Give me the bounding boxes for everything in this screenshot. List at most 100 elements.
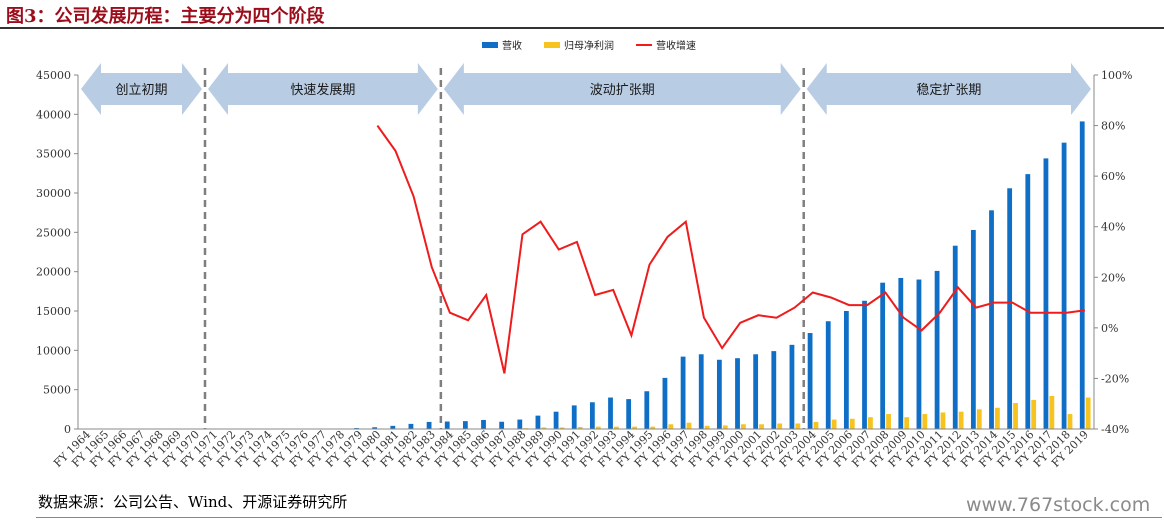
revenue-bar xyxy=(444,421,450,429)
legend: 营收 归母净利润 营收增速 xyxy=(482,39,696,52)
axes-group: 0 5000 10000 15000 20000 25000 30000 35000 40000… xyxy=(36,69,1132,470)
right-tick-label: 100% xyxy=(1101,69,1132,82)
net-profit-bar xyxy=(813,421,819,429)
legend-swatch xyxy=(544,42,560,48)
net-profit-bar xyxy=(976,409,982,429)
net-profit-bar xyxy=(904,417,910,429)
right-tick-label: 80% xyxy=(1101,120,1125,133)
revenue-bar xyxy=(644,391,650,429)
net-profit-bar xyxy=(759,424,764,429)
legend-label: 营收 xyxy=(502,39,522,52)
net-profit-bar xyxy=(614,426,619,429)
phase-arrow xyxy=(81,63,202,115)
revenue-bar xyxy=(789,344,795,429)
net-profit-bar xyxy=(559,427,565,429)
net-profit-bar xyxy=(650,426,656,429)
net-profit-bar xyxy=(541,427,547,429)
revenue-bar xyxy=(499,421,505,429)
revenue-bar xyxy=(462,421,468,429)
phase-arrow xyxy=(806,63,1091,115)
phase-arrow xyxy=(208,63,438,115)
net-profit-bar xyxy=(686,422,692,429)
net-profit-bar xyxy=(1031,399,1037,429)
net-profit-bar xyxy=(704,425,710,429)
revenue-bar xyxy=(934,270,940,429)
revenue-bar xyxy=(916,279,922,429)
revenue-bar xyxy=(970,229,976,429)
left-tick-label: 20000 xyxy=(36,266,71,279)
right-tick-label: 20% xyxy=(1101,271,1125,284)
net-profit-bar xyxy=(1085,397,1091,429)
right-tick-label: 0% xyxy=(1101,322,1118,335)
revenue-bar xyxy=(426,421,432,429)
revenue-bar xyxy=(1079,121,1085,429)
legend-label: 归母净利润 xyxy=(564,39,614,52)
phase-label: 稳定扩张期 xyxy=(916,82,981,98)
revenue-bar xyxy=(553,411,559,429)
net-profit-bar xyxy=(722,425,728,429)
revenue-bar xyxy=(989,210,994,429)
net-profit-bar xyxy=(595,426,601,429)
phase-label: 创立初期 xyxy=(115,83,167,98)
revenue-bar xyxy=(1025,174,1031,429)
revenue-bar xyxy=(807,333,813,429)
revenue-bar xyxy=(1043,158,1049,430)
revenue-chart: 创立初期 快速发展期 波动扩张期 稳定扩张期 0 5000 10000 15000 20000… xyxy=(36,39,1132,470)
revenue-bar xyxy=(880,282,886,429)
revenue-bar xyxy=(716,359,722,429)
revenue-bar xyxy=(1007,188,1013,429)
phase-label: 快速发展期 xyxy=(290,82,355,98)
phase-label: 波动扩张期 xyxy=(590,83,655,98)
left-tick-label: 0 xyxy=(64,423,71,436)
phase-arrow xyxy=(443,63,801,115)
revenue-bar xyxy=(862,300,867,429)
net-profit-bar xyxy=(831,419,837,429)
revenue-bar xyxy=(372,427,378,429)
revenue-bar xyxy=(952,245,958,429)
left-tick-label: 45000 xyxy=(36,69,71,82)
revenue-bar xyxy=(390,425,396,429)
revenue-bar xyxy=(898,277,904,429)
net-profit-bar xyxy=(741,424,746,429)
net-profit-bar xyxy=(795,423,801,429)
revenue-bar xyxy=(481,419,486,429)
net-profit-bar xyxy=(777,423,783,429)
net-profit-bar xyxy=(577,427,583,429)
left-tick-label: 40000 xyxy=(36,108,71,121)
net-profit-bar xyxy=(1013,403,1018,429)
source-note: 数据来源：公司公告、Wind、开源证券研究所 xyxy=(38,493,348,511)
left-tick-label: 30000 xyxy=(36,187,71,200)
right-tick-label: -20% xyxy=(1101,372,1129,385)
revenue-growth-line xyxy=(376,125,1086,374)
revenue-bar xyxy=(571,405,577,429)
net-profit-bar xyxy=(922,414,928,429)
bottom-rule xyxy=(36,517,1162,518)
revenue-bar xyxy=(771,351,777,429)
revenue-bar xyxy=(843,311,849,429)
legend-label: 营收增速 xyxy=(656,39,696,52)
title-rule xyxy=(0,27,1164,29)
net-profit-bar xyxy=(668,424,674,429)
net-profit-bar xyxy=(995,407,1000,429)
left-tick-label: 15000 xyxy=(36,305,71,318)
revenue-bar xyxy=(735,358,740,429)
revenue-bar xyxy=(589,402,595,429)
net-profit-bar xyxy=(632,426,637,429)
revenue-bar xyxy=(698,354,704,429)
net-profit-bar xyxy=(868,417,873,429)
left-tick-label: 35000 xyxy=(36,148,71,161)
revenue-bar xyxy=(517,419,523,429)
revenue-bar xyxy=(535,415,541,429)
revenue-bar xyxy=(662,377,668,429)
phase-arrows: 创立初期 快速发展期 波动扩张期 稳定扩张期 xyxy=(81,63,1091,115)
net-profit-bar xyxy=(940,412,946,429)
left-tick-label: 25000 xyxy=(36,226,71,239)
growth-line-group xyxy=(376,125,1086,374)
right-tick-label: 60% xyxy=(1101,170,1125,183)
left-tick-label: 5000 xyxy=(43,384,71,397)
revenue-bar xyxy=(408,423,414,429)
revenue-bar xyxy=(1061,142,1067,430)
net-profit-bar xyxy=(886,414,891,429)
right-tick-label: 40% xyxy=(1101,221,1125,234)
net-profit-bar xyxy=(1049,395,1055,429)
